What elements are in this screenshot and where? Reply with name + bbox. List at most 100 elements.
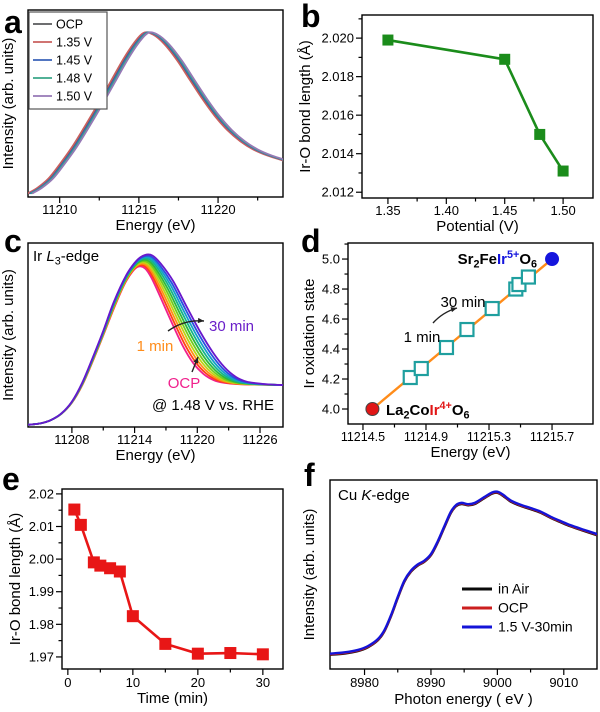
open-square-marker (402, 369, 418, 386)
panel-c-annotation-ocp-arrow (191, 356, 199, 373)
x-tick-label: 11214.5 (341, 430, 385, 444)
y-tick-label: 2.012 (321, 185, 354, 200)
panel-e-frame (61, 488, 284, 670)
y-tick-label: 2.00 (29, 552, 54, 567)
panel-d-annotation-la2coiro6-label: La2CoIr4+O6 (386, 400, 470, 422)
x-tick-label: 11215.7 (530, 430, 574, 444)
panel-c-annotation-ir-l3-edge-label: Ir L3-edge (33, 248, 99, 268)
panel-d-y-axis: 4.0 4.2 4.4 4.6 4.8 5.0 Ir oxidation state (301, 243, 348, 417)
panel-e-series-Ir-O bond length vs time (68, 503, 269, 661)
x-axis-title: Energy (eV) (115, 447, 195, 464)
x-tick-label: 11220 (200, 202, 235, 217)
open-square-marker (438, 339, 455, 356)
panel-d-series-sr2feiro6-point (545, 252, 560, 267)
legend-item-ocp: OCP (462, 600, 528, 616)
panel-b-frame (361, 14, 594, 199)
x-tick-label: 11226 (242, 432, 277, 447)
panel-a: 11210 11215 11220 Energy (eV) Intensity (arb… (0, 4, 284, 234)
panel-d-annotation-sr2feiro6-label: Sr2FeIr5+O6 (458, 249, 537, 271)
panel-d-annotation-time-arrow (432, 307, 458, 324)
circle-marker (545, 252, 560, 267)
legend-label: OCP (498, 600, 528, 616)
legend-label: 1.48 V (56, 72, 93, 86)
x-tick-label: 1.45 (492, 203, 517, 218)
x-tick-label: 9010 (549, 675, 578, 690)
panel-f: 8980 8990 9000 9010 Photon energy ( eV ) Inte… (301, 457, 598, 708)
square-marker (557, 165, 569, 177)
legend-item-1.35-v: 1.35 V (33, 36, 93, 50)
x-tick-label: 11214.9 (404, 430, 448, 444)
panel-c-annotation-time-arrow (167, 317, 205, 332)
square-marker (94, 559, 107, 572)
y-tick-label: 4.0 (322, 402, 340, 417)
panel-c-curve-curve-9 (28, 253, 283, 426)
panel-c-annotation-one-min-label: 1 min (137, 338, 174, 355)
panel-f-curves (330, 490, 597, 657)
panel-c-y-axis: Intensity (arb. units) (0, 269, 17, 401)
x-tick-label: 1.50 (550, 203, 575, 218)
x-axis-title: Photon energy ( eV ) (394, 691, 532, 708)
legend-item-in-air: in Air (462, 581, 529, 597)
open-square-marker (520, 269, 537, 285)
square-marker (256, 648, 269, 661)
y-axis-title: Ir-O bond length (Å) (7, 513, 24, 646)
x-tick-label: 0 (64, 675, 71, 690)
x-tick-label: 11215 (121, 202, 156, 217)
y-axis-title: Ir-O bond length (Å) (297, 40, 314, 173)
panel-a-curves (28, 31, 283, 195)
square-marker (499, 53, 511, 65)
y-tick-label: 2.016 (321, 108, 354, 123)
one-min-label: 1 min (404, 329, 441, 346)
square-marker (159, 637, 172, 650)
panel-a-x-axis: 11210 11215 11220 Energy (eV) (42, 197, 259, 234)
y-tick-label: 2.02 (29, 486, 54, 501)
x-tick-label: 11208 (54, 432, 89, 447)
panel-a-legend: OCP 1.35 V 1.45 V 1.48 V 1.50 V (28, 11, 108, 110)
square-marker (534, 128, 546, 140)
open-square-marker (459, 321, 475, 338)
series-line (387, 38, 565, 172)
square-marker (224, 647, 237, 660)
legend-item-1.5-v-30min: 1.5 V-30min (462, 619, 573, 635)
panel-e-y-axis: 1.97 1.98 1.99 2.00 2.01 2.02 Ir-O bond length… (7, 486, 62, 664)
panel-d-series-time-series-squares (402, 269, 537, 386)
panel-d-series-la2coiro6-point (365, 402, 380, 417)
y-tick-label: 2.018 (321, 69, 354, 84)
y-axis-title: Intensity (arb. units) (0, 38, 17, 170)
time-arrow-head (197, 317, 204, 324)
y-tick-label: 2.014 (321, 146, 354, 161)
panel-c-frame (27, 242, 284, 428)
legend-item-1.50-v: 1.50 V (33, 90, 93, 104)
panel-letter-c: c (4, 223, 22, 259)
panel-letter-b: b (301, 0, 321, 34)
x-tick-label: 11214 (117, 432, 152, 447)
y-tick-label: 1.98 (29, 617, 54, 632)
x-tick-label: 10 (126, 675, 140, 690)
square-marker (68, 503, 81, 516)
thirty-min-label: 30 min (440, 294, 485, 311)
x-axis-title: Potential (V) (436, 218, 519, 235)
panel-d-x-axis: 11214.5 11214.9 11215.3 11215.7 Energy (eV) (341, 424, 574, 461)
y-tick-label: 4.2 (322, 372, 340, 387)
square-marker (74, 518, 87, 531)
panel-f-annotation-cu-k-edge-label: Cu K-edge (338, 487, 410, 504)
panel-c-curves (28, 253, 283, 426)
x-tick-label: 9000 (483, 675, 512, 690)
x-tick-label: 8980 (350, 675, 379, 690)
x-tick-label: 1.40 (434, 203, 459, 218)
legend-label: 1.35 V (56, 36, 93, 50)
legend-item-1.48-v: 1.48 V (33, 72, 93, 86)
panel-a-curve-1.50 V (31, 31, 283, 195)
x-tick-label: 20 (191, 675, 205, 690)
panel-b-series-Ir-O bond length vs potential (382, 34, 569, 177)
panel-c-annotation-ocp-label: OCP (168, 375, 201, 392)
one-min-label: 1 min (137, 338, 174, 355)
panel-c-x-axis: 11208 11214 11220 11226 Energy (eV) (54, 427, 278, 464)
time-arrow-head (450, 307, 457, 313)
panel-e-x-axis: 0 10 20 30 Time (min) (64, 669, 270, 707)
thirty-min-label: 30 min (209, 318, 254, 335)
panel-letter-a: a (4, 4, 22, 40)
square-marker (104, 562, 117, 575)
